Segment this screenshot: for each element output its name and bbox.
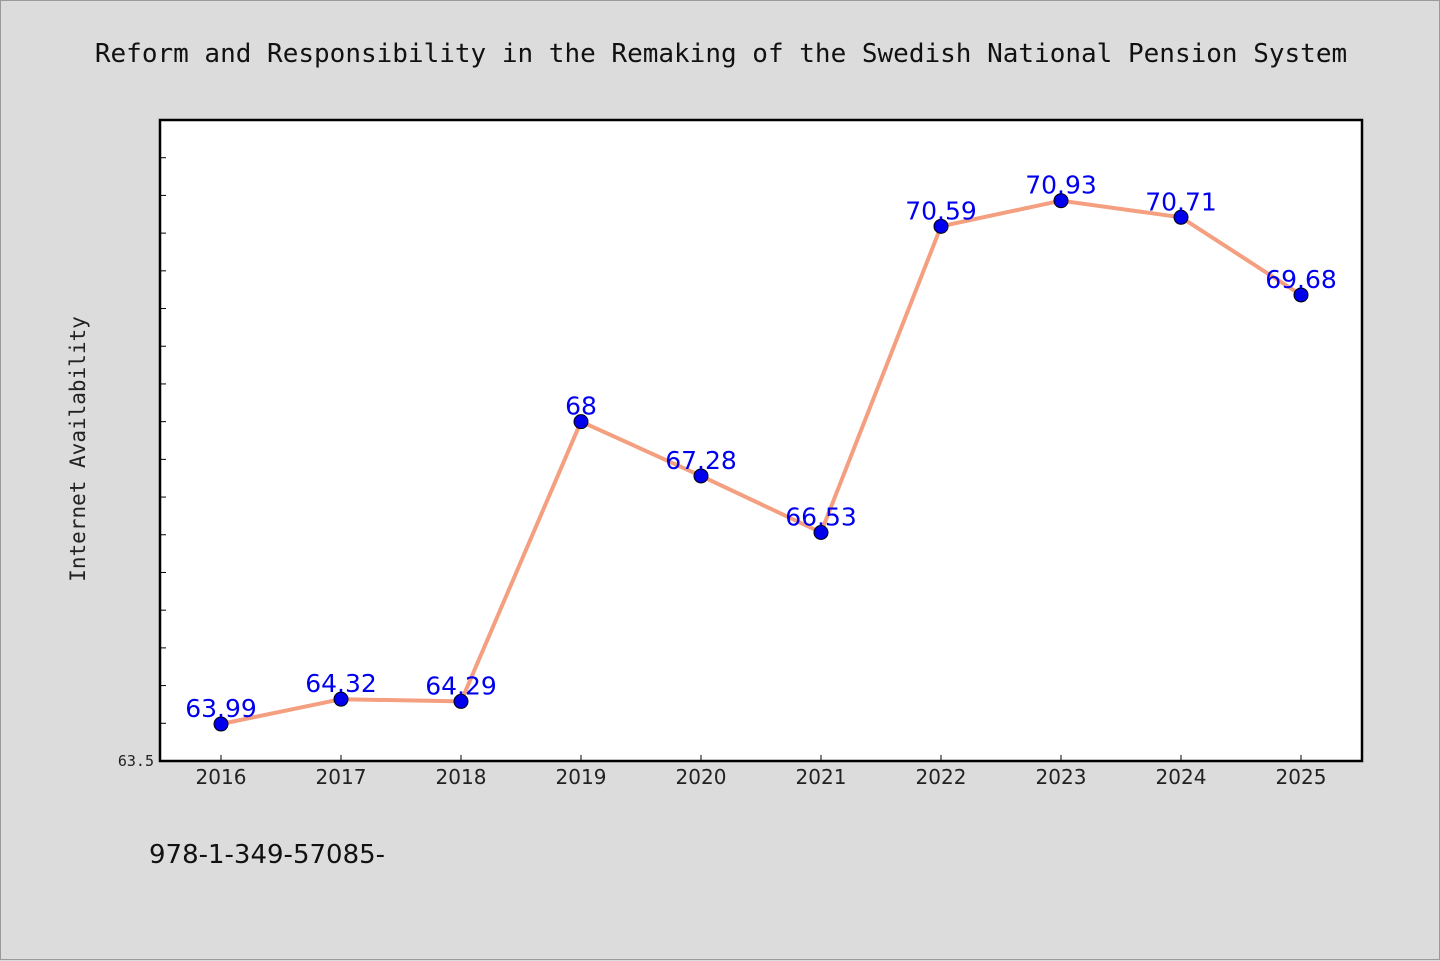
x-tick-label: 2022 (916, 765, 967, 789)
data-point (1173, 209, 1189, 225)
y-axis-label: Internet Availability (66, 316, 90, 582)
data-point (1053, 193, 1069, 209)
footer-isbn-text: 978-1-349-57085- (149, 840, 385, 870)
data-label: 69.68 (1265, 265, 1337, 294)
x-tick-label: 2018 (436, 765, 487, 789)
data-point (573, 414, 589, 430)
x-tick-label: 2024 (1156, 765, 1207, 789)
data-label: 66.53 (785, 503, 857, 532)
x-tick-label: 2020 (676, 765, 727, 789)
x-axis-ticks: 2016 2017 2018 2019 2020 2021 2022 2023 2024 2025 (196, 755, 1327, 789)
data-point (213, 716, 229, 732)
data-label: 64.29 (425, 671, 497, 700)
data-point (333, 691, 349, 707)
x-tick-label: 2017 (316, 765, 367, 789)
x-tick-label: 2019 (556, 765, 607, 789)
x-tick-label: 2025 (1276, 765, 1327, 789)
data-label: 70.59 (905, 196, 977, 225)
data-point (693, 468, 709, 484)
chart-title: Reform and Responsibility in the Remakin… (95, 39, 1347, 69)
data-label: 70.71 (1145, 187, 1217, 216)
data-labels: 63.99 64.32 64.29 68 67.28 66.53 70.59 70.93 70.… (185, 171, 1337, 723)
data-label: 67.28 (665, 446, 737, 475)
data-point (1293, 287, 1309, 303)
series-line (220, 198, 1303, 726)
data-label: 64.32 (305, 669, 377, 698)
y-axis-ticks: 63.5 (118, 119, 166, 770)
x-tick-label: 2023 (1036, 765, 1087, 789)
data-point (813, 525, 829, 541)
data-point (933, 218, 949, 234)
x-tick-label: 2016 (196, 765, 247, 789)
plot-area (158, 118, 1364, 763)
y-tick-label: 63.5 (118, 752, 154, 770)
data-label: 70.93 (1025, 171, 1097, 200)
data-markers (213, 193, 1309, 732)
data-label: 68 (565, 392, 597, 421)
data-label: 63.99 (185, 694, 257, 723)
data-point (453, 693, 469, 709)
x-tick-label: 2021 (796, 765, 847, 789)
